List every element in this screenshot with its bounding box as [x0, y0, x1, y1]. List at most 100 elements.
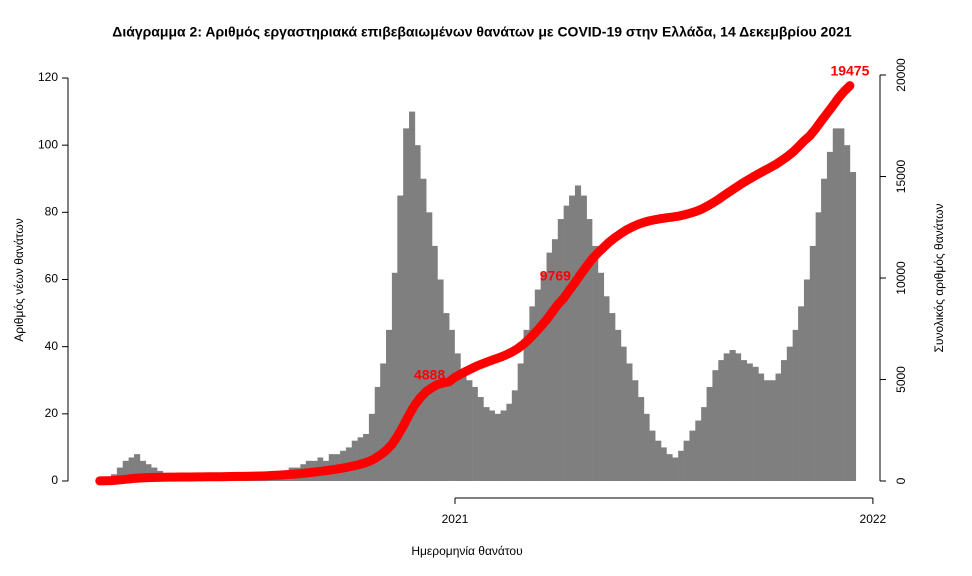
bar	[511, 390, 518, 481]
bar	[351, 440, 358, 481]
data-label: 9769	[540, 267, 571, 283]
bar	[758, 373, 765, 481]
y2-tick-label: 20000	[894, 58, 908, 92]
bar	[718, 360, 725, 481]
bar	[832, 128, 839, 481]
bar	[426, 212, 433, 482]
y-axis-label: Αριθμός νέων θανάτων	[12, 218, 26, 341]
bar	[368, 413, 376, 481]
bar	[546, 252, 553, 481]
bar	[666, 454, 673, 481]
bar	[523, 329, 530, 481]
bar	[391, 272, 398, 481]
y-tick-label: 0	[51, 473, 58, 487]
bar	[414, 145, 421, 481]
y-tick-label: 20	[45, 406, 59, 420]
bar	[735, 353, 742, 481]
bar	[689, 430, 696, 481]
data-label: 19475	[830, 62, 869, 78]
x-tick-label: 2022	[860, 512, 887, 526]
bar	[551, 239, 559, 481]
bar	[780, 360, 788, 481]
bar	[494, 413, 501, 481]
y-tick-label: 80	[45, 205, 59, 219]
y-tick-label: 40	[45, 339, 59, 353]
bar	[683, 440, 690, 481]
data-label: 4888	[414, 366, 445, 382]
bar	[574, 185, 582, 481]
bar	[792, 329, 799, 481]
y2-tick-label: 0	[894, 477, 908, 484]
bar	[649, 430, 656, 481]
bar	[769, 380, 776, 481]
bar	[540, 272, 547, 481]
bar	[483, 407, 490, 481]
bar	[626, 363, 633, 481]
bar	[569, 195, 576, 481]
chart-title: Διάγραμμα 2: Αριθμός εργαστηριακά επιβεβ…	[112, 24, 852, 40]
bar	[815, 212, 822, 482]
bar	[592, 245, 599, 481]
bar	[723, 353, 730, 481]
bar	[454, 353, 461, 481]
bar	[632, 380, 639, 481]
line	[95, 81, 855, 486]
bar	[529, 306, 536, 481]
y2-tick-label: 5000	[894, 366, 908, 393]
bar	[380, 363, 387, 481]
bar	[638, 397, 645, 481]
bar	[403, 128, 410, 481]
y-tick-label: 120	[38, 70, 58, 84]
bar	[466, 380, 473, 481]
bar	[609, 313, 616, 481]
bar	[443, 313, 450, 481]
bar	[363, 433, 370, 481]
bar	[706, 386, 713, 481]
bar	[798, 306, 805, 481]
bar	[729, 350, 736, 481]
bar	[746, 363, 753, 481]
bar	[449, 329, 455, 481]
bar	[357, 437, 364, 481]
bar	[643, 413, 650, 481]
bar	[517, 363, 524, 481]
y2-tick-label: 10000	[894, 261, 908, 295]
bar	[472, 386, 478, 481]
bar	[672, 457, 679, 481]
bar	[506, 403, 513, 481]
bar	[586, 219, 593, 482]
bar	[597, 272, 605, 481]
y-tick-label: 100	[38, 137, 58, 151]
bar	[386, 329, 393, 481]
bar	[615, 329, 622, 481]
bar	[603, 296, 610, 481]
bar	[712, 370, 719, 481]
bar	[432, 245, 438, 481]
bar	[122, 460, 129, 481]
bar	[420, 178, 427, 481]
bar	[409, 111, 416, 481]
bar	[374, 386, 381, 481]
bar	[145, 464, 152, 481]
bar	[838, 128, 845, 481]
bar	[397, 195, 404, 481]
bar	[763, 380, 770, 481]
bar	[134, 454, 141, 481]
bar	[678, 450, 684, 481]
y2-axis-label: Συνολικός αριθμός θανάτων	[932, 203, 946, 352]
bar	[477, 397, 484, 481]
bar	[809, 245, 816, 481]
x-axis-label: Ημερομηνία θανάτου	[411, 544, 522, 558]
y2-tick-label: 15000	[894, 159, 908, 193]
bar	[826, 151, 834, 481]
bar	[534, 289, 541, 481]
x-tick-label: 2021	[442, 512, 469, 526]
bar	[489, 410, 495, 481]
bar	[116, 467, 124, 481]
bar	[655, 440, 662, 481]
bar	[775, 373, 782, 481]
bar	[557, 219, 564, 482]
bar	[752, 366, 759, 481]
bar	[128, 457, 135, 481]
